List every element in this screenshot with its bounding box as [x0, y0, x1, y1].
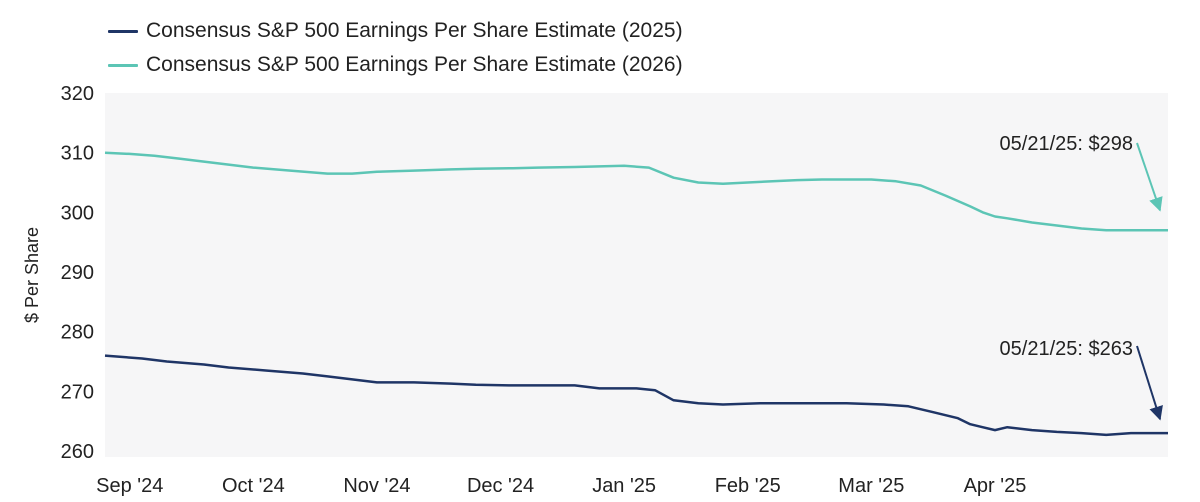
- y-tick-label: 270: [61, 381, 94, 403]
- series-lines: [104, 151, 1168, 437]
- legend-label-2025: Consensus S&P 500 Earnings Per Share Est…: [146, 19, 683, 42]
- legend: Consensus S&P 500 Earnings Per Share Est…: [108, 14, 683, 82]
- annotation-arrow: [1136, 142, 1163, 212]
- legend-item-2026: Consensus S&P 500 Earnings Per Share Est…: [108, 48, 683, 82]
- y-tick-label: 320: [61, 83, 94, 105]
- legend-item-2025: Consensus S&P 500 Earnings Per Share Est…: [108, 14, 683, 48]
- y-tick-label: 260: [61, 441, 94, 463]
- x-tick-label: Nov '24: [343, 475, 410, 497]
- y-tick-label: 280: [61, 322, 94, 344]
- x-tick-label: Dec '24: [467, 475, 534, 497]
- plot-area: [105, 93, 1168, 457]
- legend-swatch-2026: [108, 63, 138, 67]
- x-tick-label: Jan '25: [592, 475, 656, 497]
- x-tick-label: Oct '24: [222, 475, 285, 497]
- series-line-2025: [104, 354, 1168, 437]
- y-axis: 260 270 280 290 300 310 320: [61, 83, 94, 463]
- x-tick-label: Mar '25: [838, 475, 904, 497]
- y-axis-label: $ Per Share: [22, 227, 42, 323]
- x-tick-label: Apr '25: [964, 475, 1027, 497]
- y-tick-label: 290: [61, 262, 94, 284]
- y-tick-label: 300: [61, 202, 94, 224]
- x-axis: Sep '24 Oct '24 Nov '24 Dec '24 Jan '25 Feb '…: [96, 475, 1026, 497]
- annotation-label: 05/21/25: $298: [1000, 133, 1133, 155]
- annotations: 05/21/25: $298 05/21/25: $263: [1000, 133, 1163, 421]
- x-tick-label: Sep '24: [96, 475, 163, 497]
- annotation-label: 05/21/25: $263: [1000, 338, 1133, 360]
- annotation-arrow: [1136, 345, 1163, 421]
- legend-swatch-2025: [108, 29, 138, 33]
- y-tick-label: 310: [61, 143, 94, 165]
- series-line-2026: [104, 151, 1168, 232]
- legend-label-2026: Consensus S&P 500 Earnings Per Share Est…: [146, 53, 683, 76]
- x-tick-label: Feb '25: [715, 475, 781, 497]
